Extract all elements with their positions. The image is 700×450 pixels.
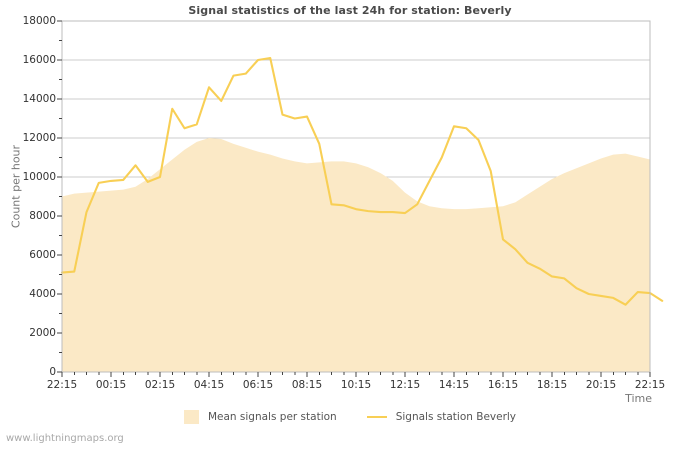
y-tick-label: 4000 (29, 288, 56, 300)
x-tick-label: 14:15 (438, 379, 470, 391)
y-tick-label: 8000 (29, 210, 56, 222)
y-tick-label: 14000 (22, 93, 56, 105)
legend-item[interactable]: Mean signals per station (183, 410, 337, 424)
x-tick-label: 10:15 (340, 379, 372, 391)
x-tick-label: 22:15 (634, 379, 666, 391)
x-axis-label: Time (625, 392, 652, 405)
y-tick-label: 16000 (22, 54, 56, 66)
legend-item-label: Mean signals per station (207, 411, 337, 423)
x-tick-label: 00:15 (95, 379, 127, 391)
y-tick-label: 0 (49, 366, 56, 378)
chart-legend: Mean signals per station Signals station … (0, 410, 700, 424)
x-tick-label: 02:15 (144, 379, 176, 391)
y-axis-label: Count per hour (9, 144, 23, 229)
y-tick-label: 6000 (29, 249, 56, 261)
x-tick-label: 22:15 (46, 379, 78, 391)
chart-title: Signal statistics of the last 24h for st… (188, 4, 512, 17)
x-tick-label: 18:15 (536, 379, 568, 391)
footer-watermark: www.lightningmaps.org (6, 433, 124, 444)
legend-item-label: Signals station Beverly (395, 411, 517, 423)
y-tick-label: 18000 (22, 15, 56, 27)
x-tick-label: 16:15 (487, 379, 519, 391)
y-tick-label: 10000 (22, 171, 56, 183)
x-tick-label: 06:15 (242, 379, 274, 391)
y-tick-label: 12000 (22, 132, 56, 144)
legend-area-swatch-icon (183, 410, 199, 424)
x-tick-label: 08:15 (291, 379, 323, 391)
x-tick-label: 20:15 (585, 379, 617, 391)
legend-item[interactable]: Signals station Beverly (366, 411, 517, 423)
x-tick-label: 12:15 (389, 379, 421, 391)
y-tick-label: 2000 (29, 327, 56, 339)
legend-line-swatch-icon (366, 416, 387, 418)
x-tick-label: 04:15 (193, 379, 225, 391)
